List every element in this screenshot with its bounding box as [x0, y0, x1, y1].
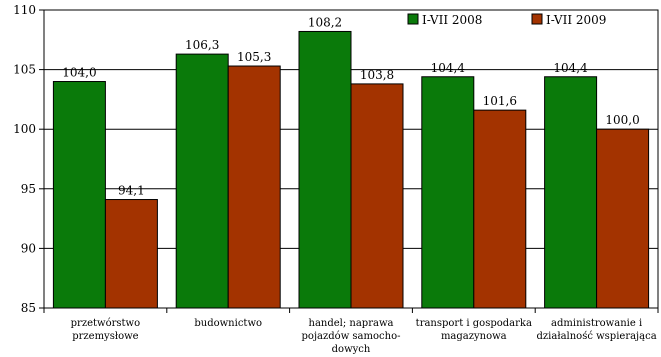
data-label: 94,1	[118, 184, 145, 198]
x-category-label-line: dowych	[332, 344, 371, 355]
x-category-label-line: budownictwo	[194, 318, 262, 329]
x-category-label-line: administrowanie i	[551, 318, 642, 329]
data-label: 104,0	[62, 66, 96, 80]
bar-series-2009	[104, 199, 158, 309]
x-category-label-line: przetwórstwo	[71, 318, 140, 329]
x-category-label-line: handel; naprawa	[309, 318, 394, 329]
x-category-label: transport i gospodarka magazynowa	[416, 318, 532, 342]
data-label: 104,4	[553, 61, 588, 75]
y-tick-label: 105	[13, 63, 36, 77]
legend-label: I-VII 2008	[422, 13, 482, 27]
bar-series-2009	[596, 128, 650, 309]
legend: I-VII 2008 I-VII 2009	[407, 13, 606, 27]
legend-label: I-VII 2009	[546, 13, 606, 27]
x-category-label-line: transport i gospodarka	[416, 318, 532, 329]
x-category-label-line: pojazdów samocho-	[302, 331, 401, 342]
x-category-label: administrowanie i działalność wspierająca	[537, 318, 657, 342]
bar-series-2008	[298, 30, 352, 309]
data-label: 103,8	[360, 68, 394, 82]
bar-series-2008	[544, 76, 598, 309]
bar-series-2008	[52, 81, 106, 309]
bar-series-2008	[175, 53, 229, 309]
bar-series-2009	[473, 109, 527, 309]
x-category-label-line: przemysłowe	[72, 331, 138, 342]
data-label: 106,3	[185, 38, 219, 52]
bars	[52, 30, 650, 309]
y-tick-label: 110	[13, 3, 36, 17]
bar-series-2008	[421, 76, 475, 309]
plot-frame	[43, 9, 659, 309]
x-category-label-line: magazynowa	[441, 331, 507, 342]
legend-swatch	[531, 13, 543, 25]
data-label: 100,0	[605, 113, 639, 127]
x-category-label: handel; naprawa pojazdów samocho-dowych	[302, 318, 401, 355]
x-axis-labels: przetwórstwo przemysłowe budownictwo handel…	[71, 318, 657, 355]
data-label: 104,4	[431, 61, 466, 75]
y-axis-ticks: 85 90 95 100 105 110	[13, 3, 44, 315]
data-label: 105,3	[237, 50, 271, 64]
bar-series-2009	[227, 65, 281, 309]
x-category-label: budownictwo	[194, 318, 262, 329]
y-tick-label: 90	[21, 241, 36, 255]
data-label: 101,6	[483, 94, 517, 108]
bar-series-2009	[350, 83, 404, 309]
y-tick-label: 85	[21, 301, 36, 315]
legend-swatch	[407, 13, 419, 25]
y-tick-label: 100	[13, 122, 36, 136]
y-tick-label: 95	[21, 182, 36, 196]
axes	[43, 9, 659, 313]
x-category-label-line: działalność wspierająca	[537, 331, 657, 342]
x-category-label: przetwórstwo przemysłowe	[71, 318, 140, 342]
data-label: 108,2	[308, 15, 342, 29]
data-labels: 104,0 94,1 106,3 105,3 108,2 103,8 104,4 101,6 1…	[62, 15, 640, 197]
